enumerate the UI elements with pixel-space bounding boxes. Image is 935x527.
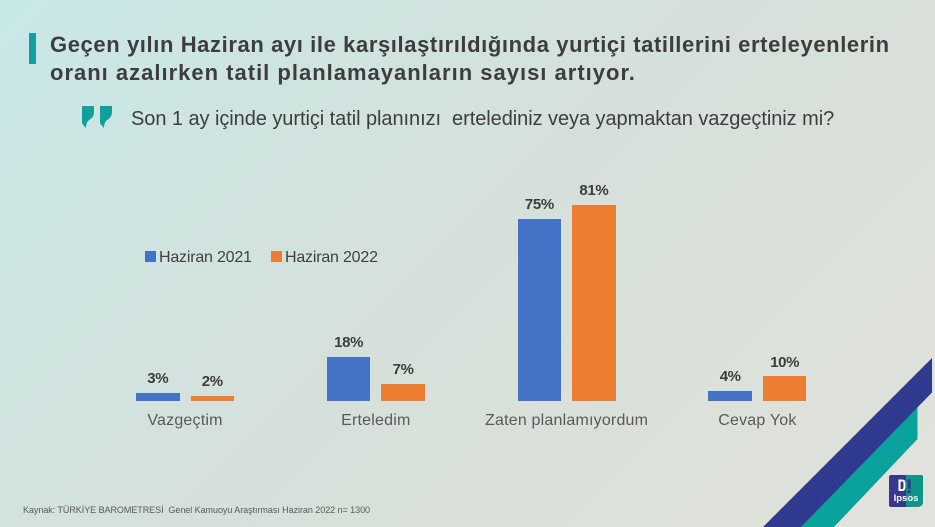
svg-text:Ipsos: Ipsos [894,493,919,504]
